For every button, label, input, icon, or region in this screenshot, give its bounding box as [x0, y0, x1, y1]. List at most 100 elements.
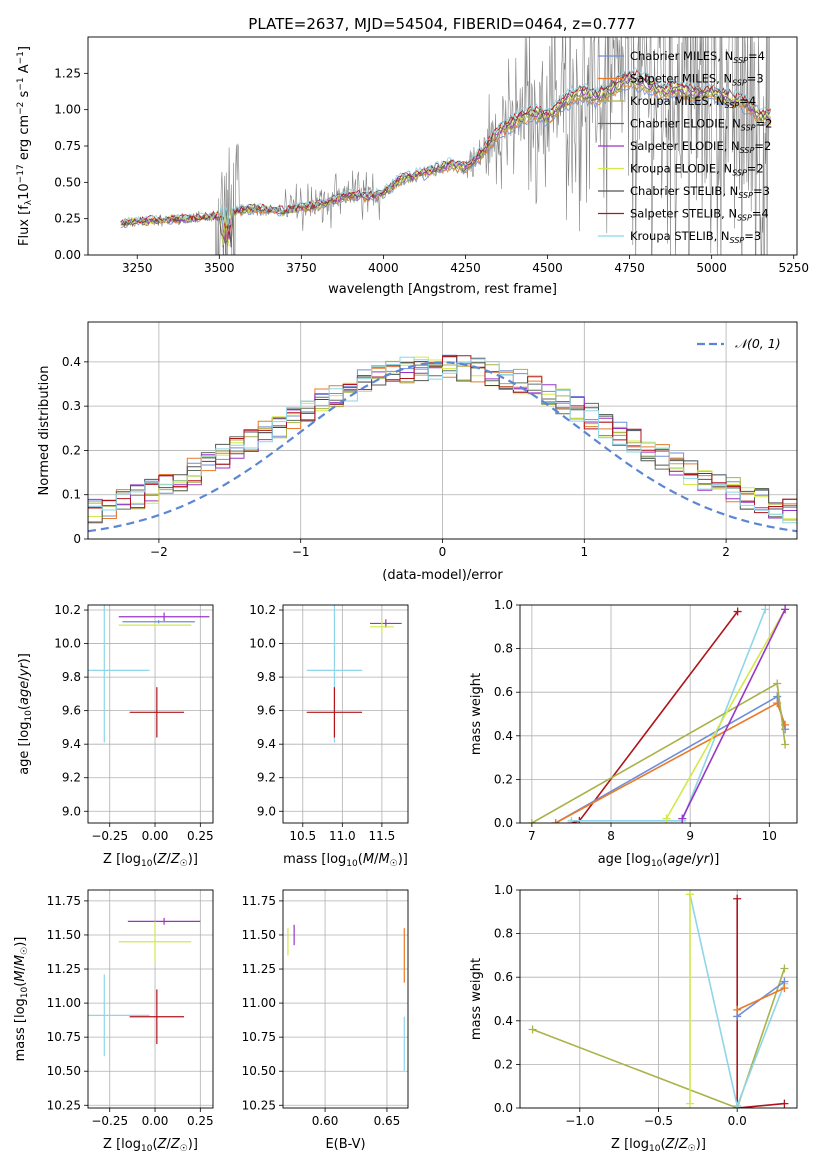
plot-area: [527, 605, 790, 823]
x-tick-label: 0.25: [187, 829, 214, 843]
legend-label: Salpeter MILES, NSSP=3: [630, 72, 764, 88]
weight-marker: [761, 605, 770, 614]
axes-frame: [87, 321, 798, 540]
x-tick-label: −0.25: [91, 829, 128, 843]
x-tick-label: 10: [762, 829, 777, 843]
x-tick-label: 2: [722, 545, 730, 559]
y-tick-label: 0.00: [54, 248, 81, 262]
y-tick-label: 11.50: [242, 928, 276, 942]
y-tick-label: 11.25: [242, 962, 276, 976]
weight-line: [571, 611, 739, 823]
x-axis-label: mass [log10(M/M☉)]: [283, 852, 408, 869]
weight-marker: [685, 1099, 694, 1108]
y-axis-label: Normed distribution: [37, 366, 52, 496]
y-tick-label: 0.8: [494, 642, 513, 656]
x-tick-label: −0.25: [91, 1114, 128, 1128]
x-axis-label: Z [log10(Z/Z☉)]: [611, 1137, 706, 1154]
y-tick-label: 11.75: [242, 894, 276, 908]
plot-area: [88, 605, 210, 743]
weight-marker: [781, 740, 790, 749]
x-tick-label: 5250: [778, 261, 809, 275]
histogram-step-line: [88, 356, 797, 524]
y-tick-label: 0.6: [494, 685, 513, 699]
plot-area: [88, 917, 201, 1057]
y-tick-label: 0.4: [494, 1014, 513, 1028]
y-tick-label: 9.0: [257, 804, 276, 818]
y-tick-label: 10.25: [47, 1098, 81, 1112]
plot-area: [528, 890, 789, 1108]
weight-line: [736, 987, 785, 1011]
y-tick-label: 0.50: [54, 175, 81, 189]
y-tick-label: 9.2: [257, 771, 276, 785]
weight-line: [736, 898, 785, 1108]
x-axis-label: age [log10(age/yr)]: [598, 852, 720, 869]
x-tick-label: 5000: [696, 261, 727, 275]
y-tick-label: 11.25: [47, 962, 81, 976]
axes-frame: [282, 604, 409, 824]
legend-label: Chabrier ELODIE, NSSP=2: [630, 117, 772, 133]
y-axis-label: mass weight: [469, 958, 484, 1040]
y-tick-label: 0.0: [494, 1101, 513, 1115]
y-tick-label: 0.4: [494, 729, 513, 743]
panel-residuals: −2 −1 0 1 2 0 0.1 0.2 0.3 0.4 (data-model)/error No…: [37, 321, 798, 583]
plot-area: [120, 37, 772, 255]
x-axis-label: (data-model)/error: [382, 568, 503, 583]
weight-line: [665, 609, 786, 819]
y-tick-label: 0.2: [494, 772, 513, 786]
x-tick-label: 0.25: [187, 1114, 214, 1128]
weight-marker: [733, 1005, 742, 1014]
y-tick-label: 0.4: [62, 355, 81, 369]
y-tick-label: 9.8: [62, 670, 81, 684]
x-axis-label: Z [log10(Z/Z☉)]: [103, 1137, 198, 1154]
x-tick-label: 4250: [450, 261, 481, 275]
y-tick-label: 10.50: [242, 1064, 276, 1078]
weight-line: [555, 701, 786, 823]
y-tick-label: 11.00: [47, 996, 81, 1010]
y-tick-label: 11.50: [47, 928, 81, 942]
weight-marker: [528, 1025, 537, 1034]
y-tick-label: 1.0: [494, 883, 513, 897]
x-tick-label: 0.0: [728, 1114, 747, 1128]
axes-frame: [87, 36, 798, 256]
weight-line: [531, 682, 786, 823]
x-tick-label: 3750: [286, 261, 317, 275]
weight-marker: [733, 607, 742, 616]
model-spectrum-line: [120, 73, 772, 241]
weight-line: [532, 968, 786, 1108]
weight-marker: [780, 984, 789, 993]
y-tick-label: 10.0: [249, 637, 276, 651]
panel-weight_vs_age: 7 8 9 10 0.0 0.2 0.4 0.6 0.8 1.0 mass weight age [l…: [469, 598, 798, 869]
weight-marker: [733, 894, 742, 903]
y-tick-label: 0: [73, 532, 81, 546]
y-tick-label: 0.75: [54, 139, 81, 153]
y-axis-label: mass weight: [469, 673, 484, 755]
panel-age_vs_mass: 10.5 11.0 11.5 9.0 9.2 9.4 9.6 9.8 10.0 10.2 mass …: [249, 603, 409, 869]
x-tick-label: 9: [686, 829, 694, 843]
legend-label: 𝒩(0, 1): [735, 336, 781, 351]
y-tick-label: 11.75: [47, 894, 81, 908]
x-tick-label: −0.5: [644, 1114, 673, 1128]
plot-area: [287, 924, 405, 1072]
weight-marker: [678, 814, 687, 823]
x-tick-label: 11.5: [369, 829, 396, 843]
x-axis-label: E(B-V): [325, 1137, 365, 1152]
y-tick-label: 10.2: [249, 603, 276, 617]
plot-area: [88, 354, 797, 533]
axes-frame: [87, 604, 214, 824]
y-tick-label: 9.2: [62, 771, 81, 785]
weight-line: [571, 609, 767, 822]
y-tick-label: 0.1: [62, 488, 81, 502]
legend-label: Chabrier MILES, NSSP=4: [630, 49, 765, 65]
x-tick-label: 0: [439, 545, 447, 559]
panel-mass_vs_Z: −0.25 0.00 0.25 10.25 10.50 10.75 11.00 11.25 11…: [13, 889, 214, 1154]
weight-marker: [733, 1101, 742, 1108]
weight-marker: [527, 819, 536, 823]
y-tick-label: 10.50: [47, 1064, 81, 1078]
legend-label: Salpeter ELODIE, NSSP=2: [630, 139, 771, 155]
model-spectrum-line: [120, 67, 771, 230]
weight-marker: [685, 890, 694, 899]
axes-frame: [87, 889, 214, 1109]
y-axis-label: mass [log10(M/M☉)]: [13, 937, 30, 1062]
plot-area: [306, 605, 402, 743]
